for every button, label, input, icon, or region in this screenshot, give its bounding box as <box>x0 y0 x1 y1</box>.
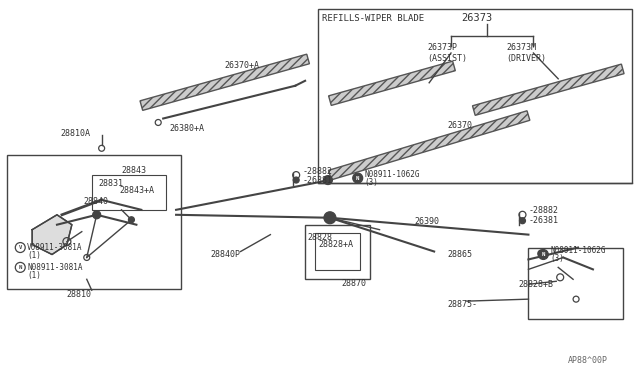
Circle shape <box>538 250 548 259</box>
Text: 28843+A: 28843+A <box>120 186 154 195</box>
Text: 26373: 26373 <box>461 13 492 23</box>
Circle shape <box>520 218 525 224</box>
Text: (1): (1) <box>28 251 41 260</box>
Text: N08911-3081A: N08911-3081A <box>28 263 83 272</box>
Bar <box>305 225 370 279</box>
Text: 26370: 26370 <box>447 121 472 130</box>
Text: 28828+B: 28828+B <box>518 280 554 289</box>
Text: 28870: 28870 <box>342 279 367 288</box>
Text: V08911-3081A: V08911-3081A <box>28 243 83 252</box>
Text: 26373M
(DRIVER): 26373M (DRIVER) <box>507 43 547 63</box>
Text: REFILLS-WIPER BLADE: REFILLS-WIPER BLADE <box>322 14 424 23</box>
Circle shape <box>538 250 545 257</box>
Circle shape <box>323 176 332 185</box>
Text: (1): (1) <box>28 271 41 280</box>
Text: 26390: 26390 <box>414 217 439 226</box>
Text: N08911-1062G: N08911-1062G <box>550 246 606 255</box>
Bar <box>92 175 166 210</box>
Bar <box>7 155 181 289</box>
Text: -26381: -26381 <box>302 176 332 185</box>
Text: -26381: -26381 <box>529 216 559 225</box>
Text: 28840P: 28840P <box>211 250 241 259</box>
Polygon shape <box>32 215 72 254</box>
Text: 26370+A: 26370+A <box>225 61 260 70</box>
Circle shape <box>353 173 363 183</box>
Circle shape <box>324 212 336 224</box>
Text: N: N <box>19 265 22 270</box>
Circle shape <box>93 211 100 219</box>
Text: N08911-1062G: N08911-1062G <box>365 170 420 179</box>
Bar <box>529 247 623 319</box>
Text: 28875-: 28875- <box>447 299 477 309</box>
Text: 28828: 28828 <box>307 233 332 242</box>
Polygon shape <box>328 111 530 180</box>
Polygon shape <box>140 54 309 110</box>
Text: 28810A: 28810A <box>60 129 90 138</box>
Bar <box>315 232 360 270</box>
Text: 28831: 28831 <box>99 179 124 187</box>
Text: 28865: 28865 <box>447 250 472 259</box>
Text: 28810: 28810 <box>67 290 92 299</box>
Polygon shape <box>472 64 624 115</box>
Polygon shape <box>328 61 455 105</box>
Bar <box>318 9 632 183</box>
Text: -28882: -28882 <box>529 206 559 215</box>
Text: 26380+A: 26380+A <box>169 124 204 133</box>
Text: N: N <box>356 176 359 180</box>
Text: (3): (3) <box>550 254 564 263</box>
Circle shape <box>293 177 299 183</box>
Text: 28828+A: 28828+A <box>318 240 353 249</box>
Text: -28882: -28882 <box>302 167 332 176</box>
Text: 28843: 28843 <box>122 166 147 174</box>
Text: AP88^00P: AP88^00P <box>568 356 608 365</box>
Text: V: V <box>19 245 22 250</box>
Text: (3): (3) <box>365 177 378 186</box>
Text: N: N <box>541 252 545 257</box>
Circle shape <box>129 217 134 223</box>
Text: 28840: 28840 <box>84 198 109 206</box>
Text: 26373P
(ASSIST): 26373P (ASSIST) <box>427 43 467 63</box>
